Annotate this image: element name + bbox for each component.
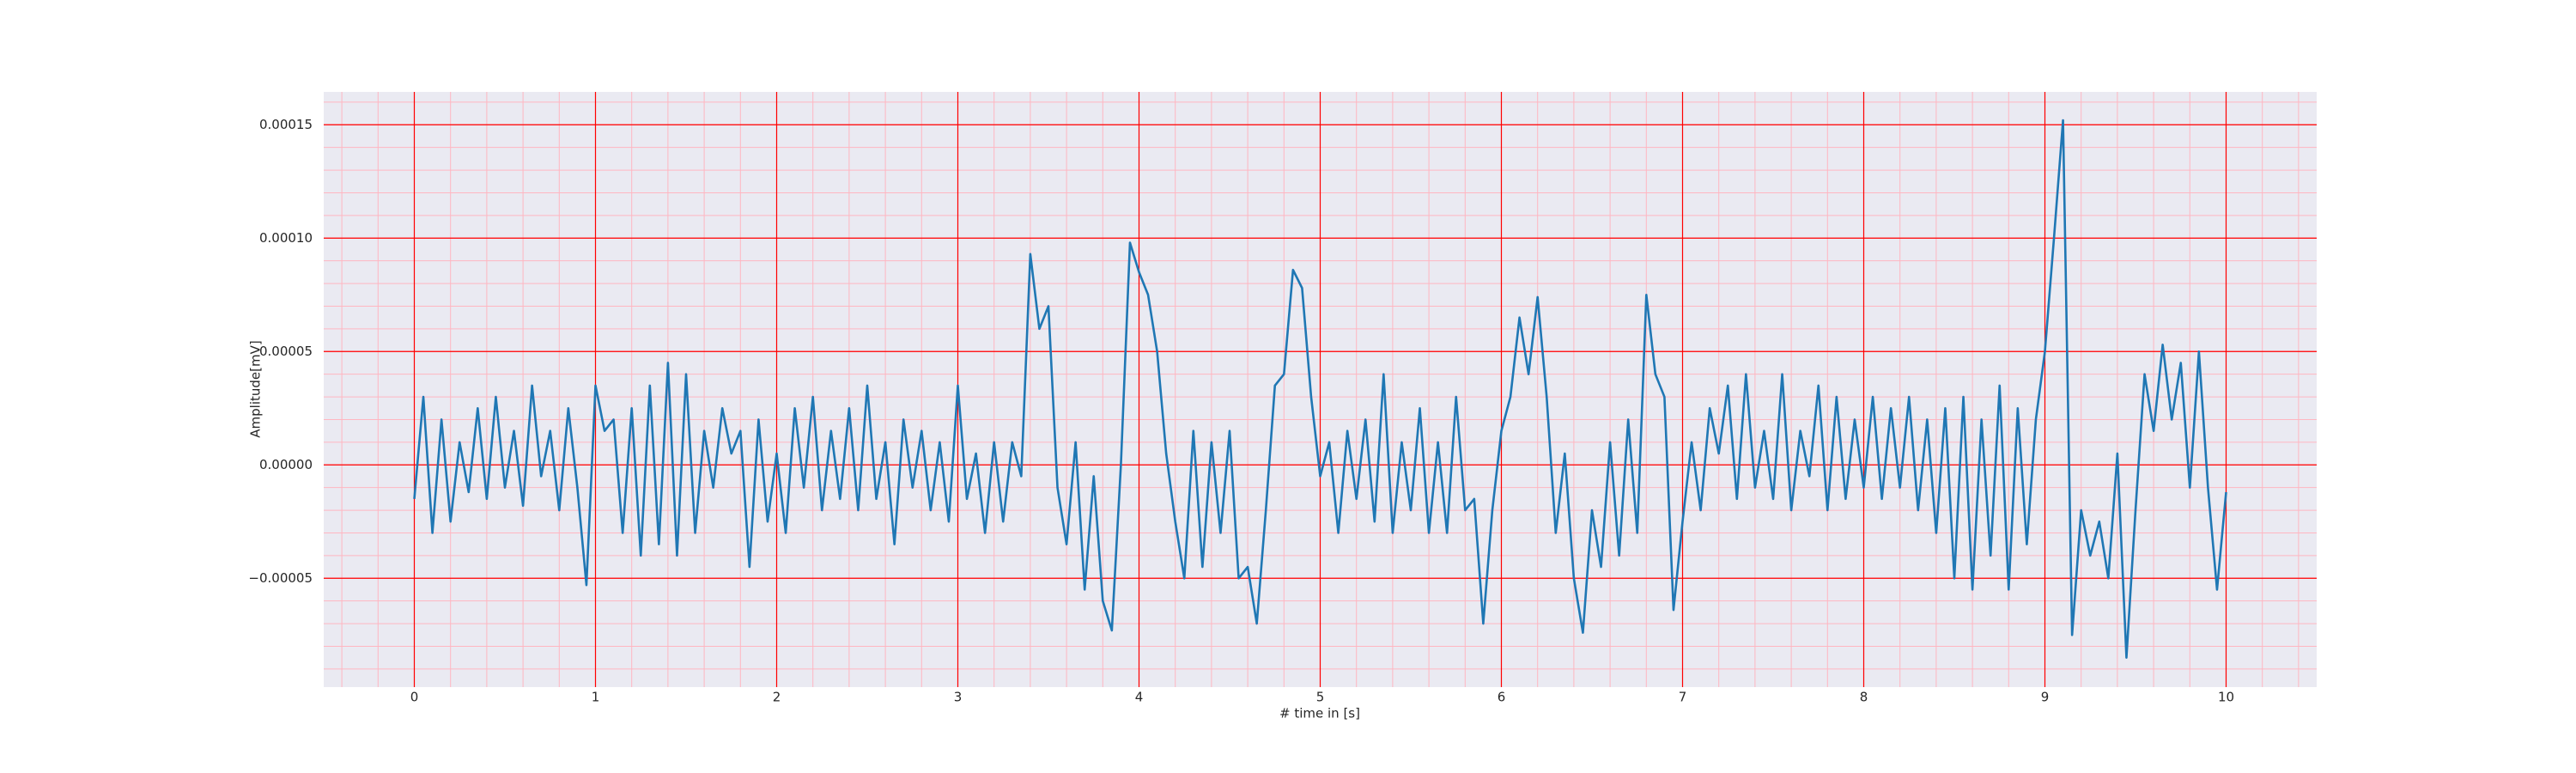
- x-axis-label: # time in [s]: [1279, 706, 1360, 721]
- signal-line: [413, 119, 2227, 659]
- y-tick-label: 0.00015: [259, 117, 313, 132]
- x-tick-label: 9: [2041, 690, 2050, 705]
- y-tick-label: 0.00005: [259, 344, 313, 359]
- marks: [413, 119, 2227, 659]
- x-tick-label: 1: [592, 690, 600, 705]
- y-axis-label: Amplitude[mV]: [248, 340, 264, 437]
- grid: [324, 92, 2317, 687]
- y-tick-label: −0.00005: [248, 570, 313, 586]
- x-tick-label: 10: [2218, 690, 2234, 705]
- y-tick-label: 0.00010: [259, 230, 313, 246]
- x-tick-label: 6: [1498, 690, 1506, 705]
- x-tick-label: 0: [410, 690, 419, 705]
- x-tick-label: 4: [1135, 690, 1144, 705]
- x-tick-label: 3: [954, 690, 963, 705]
- x-tick-label: 2: [773, 690, 781, 705]
- y-tick-label: 0.00000: [259, 457, 313, 472]
- x-tick-label: 7: [1679, 690, 1687, 705]
- x-tick-label: 8: [1860, 690, 1868, 705]
- x-tick-label: 5: [1316, 690, 1325, 705]
